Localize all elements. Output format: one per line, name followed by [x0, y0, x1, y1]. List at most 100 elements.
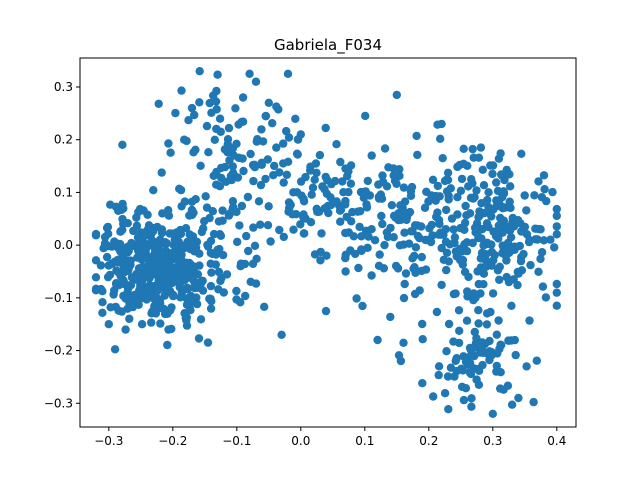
- data-point: [530, 191, 539, 200]
- data-point: [138, 276, 147, 285]
- data-point: [228, 197, 238, 206]
- data-point: [346, 246, 355, 255]
- data-point: [386, 312, 395, 322]
- data-point: [261, 174, 270, 184]
- data-point: [232, 286, 241, 296]
- data-point: [428, 231, 437, 240]
- data-point: [462, 238, 472, 247]
- data-point: [289, 225, 298, 234]
- data-point: [338, 177, 347, 186]
- data-point: [505, 170, 514, 179]
- data-point: [505, 197, 514, 206]
- data-point: [201, 192, 210, 201]
- data-point: [320, 204, 329, 213]
- data-point: [455, 160, 464, 170]
- data-point: [429, 392, 438, 401]
- data-point: [461, 384, 471, 393]
- data-point: [392, 173, 402, 182]
- data-point: [205, 98, 214, 108]
- data-point: [534, 224, 543, 234]
- data-point: [470, 351, 479, 361]
- data-point: [216, 231, 226, 240]
- data-point: [449, 289, 459, 299]
- data-point: [175, 184, 184, 193]
- data-point: [507, 400, 517, 409]
- data-point: [433, 181, 442, 191]
- data-point: [125, 299, 134, 308]
- data-point: [196, 161, 205, 170]
- data-point: [466, 345, 476, 355]
- data-point: [491, 230, 501, 239]
- data-point: [479, 280, 488, 289]
- data-point: [196, 315, 206, 324]
- data-point: [236, 262, 245, 271]
- data-point: [454, 306, 464, 315]
- data-point: [212, 124, 221, 134]
- data-point: [134, 300, 143, 309]
- data-point: [143, 210, 152, 219]
- data-point: [418, 335, 427, 344]
- data-point: [316, 256, 325, 265]
- data-point: [497, 340, 506, 350]
- data-point: [459, 395, 469, 405]
- data-point: [537, 248, 547, 257]
- data-point: [442, 205, 451, 215]
- data-point: [524, 237, 534, 247]
- data-point: [210, 135, 219, 144]
- data-point: [347, 217, 356, 226]
- data-point: [421, 235, 430, 245]
- data-point: [435, 192, 444, 201]
- data-point: [401, 269, 411, 278]
- data-point: [215, 114, 225, 123]
- data-point: [96, 261, 106, 270]
- data-point: [361, 226, 371, 235]
- data-point: [471, 222, 481, 232]
- data-point: [118, 140, 127, 149]
- data-point: [483, 238, 492, 247]
- data-point: [115, 255, 124, 264]
- data-point: [215, 244, 224, 254]
- data-point: [477, 199, 486, 208]
- data-point: [102, 252, 112, 262]
- data-point: [393, 264, 403, 273]
- data-point: [538, 282, 548, 291]
- data-point: [470, 193, 479, 202]
- data-point: [473, 267, 482, 276]
- data-point: [492, 202, 501, 211]
- data-point: [482, 219, 492, 228]
- data-point: [110, 345, 120, 354]
- data-point: [171, 108, 180, 118]
- data-point: [412, 131, 421, 141]
- data-point: [542, 196, 551, 206]
- data-point: [506, 203, 515, 213]
- data-point: [348, 207, 357, 217]
- data-point: [374, 194, 384, 203]
- data-point: [166, 148, 175, 157]
- data-point: [406, 187, 416, 196]
- data-point: [346, 179, 356, 188]
- data-point: [256, 180, 266, 190]
- data-point: [449, 225, 458, 234]
- data-point: [440, 176, 450, 186]
- data-point: [214, 267, 224, 277]
- data-point: [118, 199, 127, 209]
- data-point: [425, 224, 434, 233]
- data-point: [190, 110, 199, 120]
- data-point: [357, 232, 366, 241]
- data-point: [411, 243, 421, 252]
- data-point: [191, 145, 200, 154]
- data-point: [496, 149, 505, 158]
- data-point: [387, 201, 397, 210]
- data-point: [176, 225, 185, 235]
- data-point: [177, 86, 186, 95]
- data-point: [332, 140, 341, 149]
- data-point: [341, 253, 350, 263]
- data-point: [392, 179, 401, 188]
- data-point: [341, 200, 350, 209]
- data-point: [474, 319, 483, 328]
- data-point: [529, 397, 538, 407]
- data-point: [418, 319, 427, 329]
- chart-title: Gabriela_F034: [274, 36, 382, 55]
- data-point: [361, 111, 370, 121]
